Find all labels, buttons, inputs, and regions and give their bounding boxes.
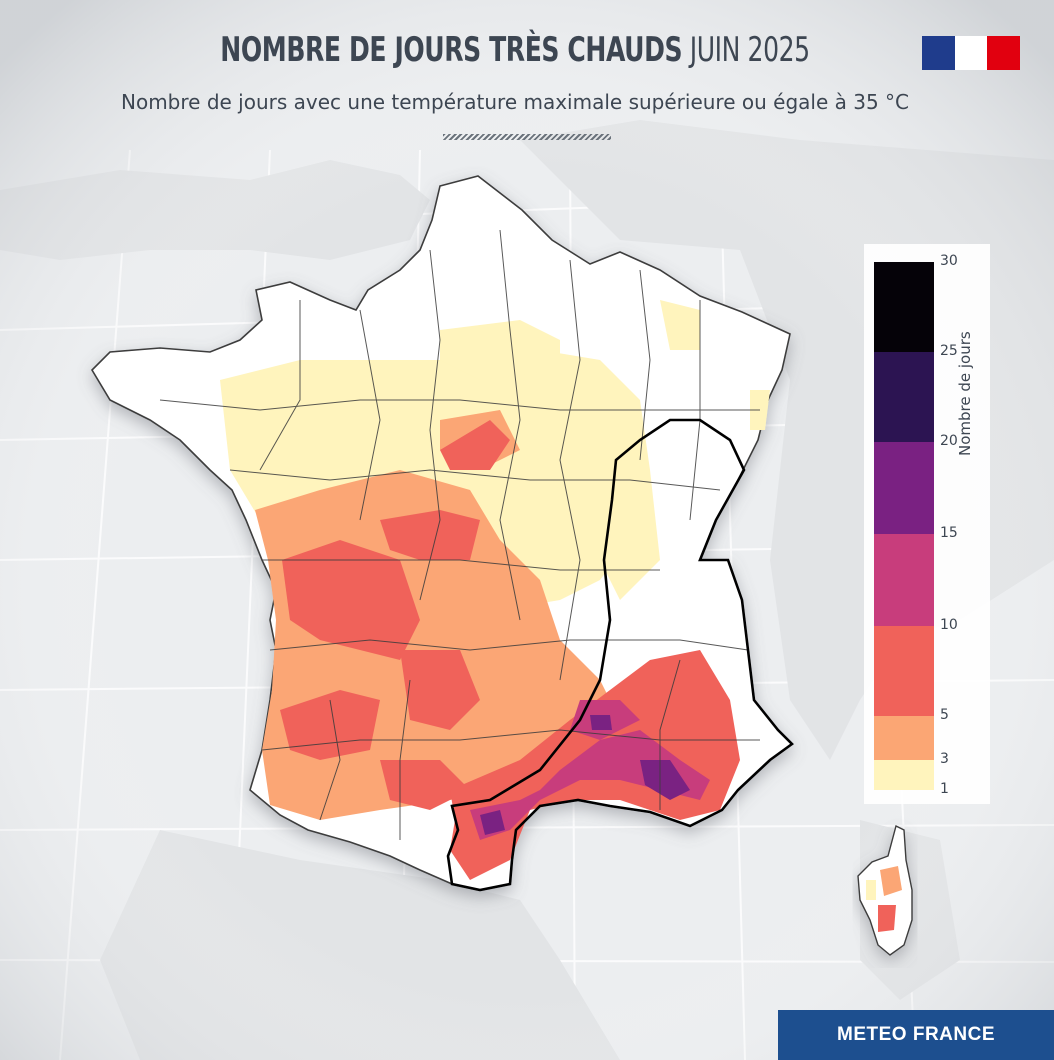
legend-colorbar [874, 262, 934, 790]
legend-tick-label: 15 [940, 525, 958, 541]
legend-tick-label: 3 [940, 751, 949, 767]
legend-axis-label: Nombre de jours [956, 331, 974, 456]
legend-tick-label: 20 [940, 433, 958, 449]
legend-bin-1-3 [874, 760, 934, 790]
title-period: JUIN 2025 [689, 30, 810, 70]
legend-tick-label: 5 [940, 707, 949, 723]
title-divider [443, 134, 611, 140]
legend-bin-15-20 [874, 442, 934, 534]
legend-bin-5-10 [874, 626, 934, 716]
legend-bin-10-15 [874, 534, 934, 626]
flag-blue [922, 36, 955, 70]
flag-white [954, 36, 988, 70]
flag-red [987, 36, 1021, 70]
legend-tick-label: 1 [940, 781, 949, 797]
corsica-map [857, 824, 913, 956]
map-subtitle: Nombre de jours avec une température max… [121, 90, 909, 114]
legend-tick-label: 25 [940, 343, 958, 359]
map-title: NOMBRE DE JOURS TRÈS CHAUDS JUIN 2025 [93, 30, 938, 70]
legend-tick-label: 30 [940, 253, 958, 269]
republique-francaise-logo [922, 36, 1021, 70]
legend-bin-25-30 [874, 262, 934, 352]
highlight-zone-outline [446, 418, 794, 892]
legend-tick-label: 10 [940, 617, 958, 633]
title-bold: NOMBRE DE JOURS TRÈS CHAUDS [220, 30, 683, 70]
header: NOMBRE DE JOURS TRÈS CHAUDS JUIN 2025 No… [0, 0, 1054, 150]
legend-bin-20-25 [874, 352, 934, 442]
heat-purple [480, 715, 690, 835]
legend-bin-3-5 [874, 716, 934, 760]
france-map [90, 175, 794, 892]
meteo-france-logo: METEO FRANCE [778, 1010, 1054, 1060]
